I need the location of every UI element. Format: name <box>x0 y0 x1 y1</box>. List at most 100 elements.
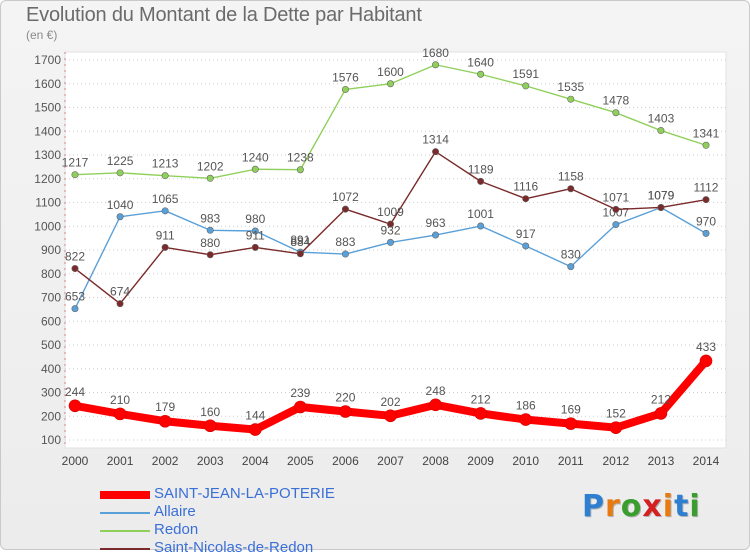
data-label: 160 <box>200 405 220 419</box>
data-point <box>116 169 124 177</box>
data-point <box>477 177 485 185</box>
data-point <box>203 419 217 433</box>
x-tick-label: 2005 <box>287 454 314 468</box>
data-point <box>474 407 487 420</box>
legend-label: Redon <box>154 521 199 538</box>
y-tick-label: 100 <box>41 433 61 447</box>
data-label: 169 <box>561 403 581 417</box>
data-label: 1116 <box>513 180 538 194</box>
data-label: 248 <box>426 384 446 398</box>
data-point <box>296 166 304 174</box>
logo-letter: t <box>674 489 690 524</box>
data-point <box>71 171 79 179</box>
data-label: 1403 <box>648 112 675 126</box>
data-label: 911 <box>156 228 175 242</box>
data-label: 822 <box>65 250 85 264</box>
data-point <box>161 243 169 251</box>
data-label: 1640 <box>467 55 494 69</box>
data-point <box>296 250 304 258</box>
data-point <box>116 213 124 221</box>
data-label: 212 <box>471 392 491 406</box>
data-point <box>251 243 259 251</box>
logo-letter: x <box>642 489 663 524</box>
x-tick-label: 2003 <box>197 454 224 468</box>
data-label: 1065 <box>152 192 179 206</box>
y-tick-label: 1500 <box>34 101 61 115</box>
data-label: 1079 <box>648 188 675 202</box>
data-label: 1001 <box>467 207 494 221</box>
x-tick-label: 2007 <box>377 454 404 468</box>
data-point <box>522 242 530 250</box>
data-point <box>477 222 485 230</box>
x-tick-label: 2008 <box>422 454 449 468</box>
y-tick-label: 1700 <box>34 53 61 67</box>
data-label: 433 <box>696 340 716 354</box>
x-tick-label: 2014 <box>693 454 720 468</box>
data-label: 880 <box>200 236 220 250</box>
data-label: 1079 <box>648 188 675 202</box>
data-label: 1072 <box>332 190 359 204</box>
data-label: 244 <box>65 385 85 399</box>
data-point <box>432 61 440 69</box>
legend-label: Allaire <box>154 503 196 520</box>
data-point <box>522 82 530 90</box>
data-point <box>161 172 169 180</box>
data-label: 1680 <box>422 46 449 60</box>
data-point <box>386 220 394 228</box>
data-label: 830 <box>561 248 581 262</box>
data-label: 1009 <box>377 205 404 219</box>
data-label: 1314 <box>422 133 449 147</box>
y-tick-label: 800 <box>41 267 61 281</box>
x-tick-label: 2004 <box>242 454 269 468</box>
x-tick-label: 2013 <box>648 454 675 468</box>
plot-area <box>64 51 727 449</box>
data-label: 932 <box>380 223 400 237</box>
data-label: 239 <box>290 386 310 400</box>
data-point <box>71 305 79 313</box>
data-label: 1600 <box>377 65 404 79</box>
data-point <box>522 195 530 203</box>
y-tick-label: 1600 <box>34 77 61 91</box>
data-label: 653 <box>65 290 85 304</box>
data-label: 186 <box>516 399 536 413</box>
x-tick-label: 2001 <box>107 454 134 468</box>
logo-letter: P <box>582 489 605 524</box>
data-label: 884 <box>290 235 310 249</box>
data-label: 883 <box>335 235 355 249</box>
data-label: 1112 <box>694 181 719 195</box>
data-point <box>567 263 575 271</box>
y-tick-label: 900 <box>41 243 61 257</box>
data-label: 1591 <box>512 67 539 81</box>
x-tick-label: 2000 <box>62 454 89 468</box>
data-point <box>384 409 397 423</box>
data-label: 1202 <box>197 159 224 173</box>
data-label: 220 <box>335 391 355 405</box>
y-tick-label: 1100 <box>35 196 61 210</box>
y-tick-label: 600 <box>41 314 61 328</box>
data-label: 1576 <box>332 70 359 84</box>
x-tick-label: 2010 <box>512 454 539 468</box>
data-point <box>477 70 485 78</box>
data-label: 1071 <box>603 190 630 204</box>
data-label: 1213 <box>152 157 179 171</box>
data-point <box>432 148 440 156</box>
data-point <box>113 407 127 421</box>
data-point <box>206 174 214 182</box>
data-point <box>68 399 82 413</box>
data-label: 980 <box>245 212 265 226</box>
data-point <box>158 414 172 428</box>
logo-letter: i <box>662 489 675 524</box>
y-tick-label: 1200 <box>34 172 61 186</box>
data-point <box>612 221 620 229</box>
data-label: 891 <box>290 233 310 247</box>
legend-label: SAINT-JEAN-LA-POTERIE <box>154 485 335 502</box>
data-label: 179 <box>155 400 175 414</box>
data-point <box>341 85 349 93</box>
legend-swatch <box>100 512 150 514</box>
data-point <box>206 251 214 259</box>
data-label: 970 <box>696 214 716 228</box>
data-point <box>339 405 352 418</box>
data-point <box>612 205 620 213</box>
data-label: 1217 <box>62 156 89 170</box>
